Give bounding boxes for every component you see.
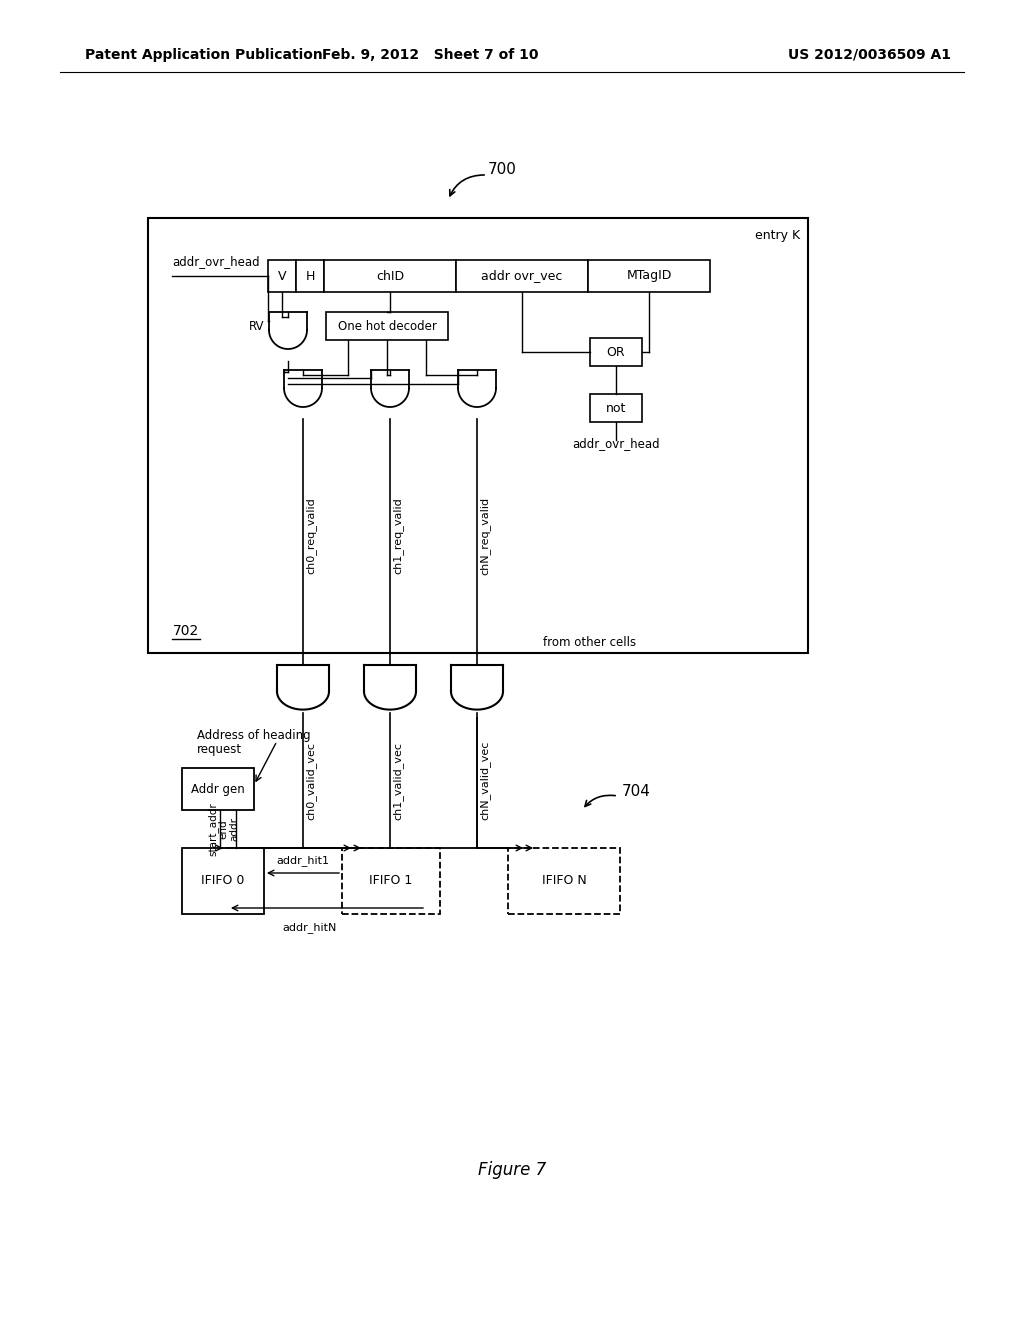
Bar	[456, 260, 588, 292]
Bar	[324, 260, 456, 292]
Text: ch0_req_valid: ch0_req_valid	[305, 498, 316, 574]
Text: start_addr: start_addr	[208, 803, 218, 855]
Bar	[588, 260, 710, 292]
Text: IFIFO 0: IFIFO 0	[202, 874, 245, 887]
Text: IFIFO 1: IFIFO 1	[370, 874, 413, 887]
Text: entry K: entry K	[755, 230, 800, 243]
Text: chID: chID	[376, 269, 404, 282]
Text: end
addr: end addr	[218, 817, 240, 841]
Text: MTagID: MTagID	[627, 269, 672, 282]
Text: addr_ovr_head: addr_ovr_head	[572, 437, 659, 450]
Polygon shape	[451, 665, 503, 710]
Text: Patent Application Publication: Patent Application Publication	[85, 48, 323, 62]
Text: addr_ovr_head: addr_ovr_head	[172, 256, 260, 268]
Text: 704: 704	[622, 784, 651, 800]
Bar	[342, 847, 440, 913]
Text: V: V	[278, 269, 287, 282]
Text: H: H	[305, 269, 314, 282]
Text: ch0_valid_vec: ch0_valid_vec	[305, 742, 316, 820]
Text: ch1_valid_vec: ch1_valid_vec	[392, 742, 403, 820]
Bar	[182, 768, 254, 810]
Text: Address of heading: Address of heading	[197, 729, 310, 742]
Text: Feb. 9, 2012   Sheet 7 of 10: Feb. 9, 2012 Sheet 7 of 10	[322, 48, 539, 62]
Text: addr ovr_vec: addr ovr_vec	[481, 269, 562, 282]
Bar	[326, 312, 449, 341]
Text: One hot decoder: One hot decoder	[338, 319, 436, 333]
Text: Addr gen: Addr gen	[191, 783, 245, 796]
Bar	[590, 338, 642, 366]
Text: 702: 702	[173, 624, 199, 638]
Polygon shape	[371, 370, 409, 407]
Text: IFIFO N: IFIFO N	[542, 874, 587, 887]
Bar	[508, 847, 620, 913]
Text: chN_req_valid: chN_req_valid	[479, 496, 490, 576]
Text: from other cells: from other cells	[544, 636, 637, 649]
Text: request: request	[197, 742, 242, 755]
Bar	[148, 218, 808, 653]
Text: 700: 700	[488, 162, 517, 177]
Text: RV: RV	[249, 321, 264, 334]
Text: chN_valid_vec: chN_valid_vec	[479, 741, 490, 820]
Polygon shape	[278, 665, 329, 710]
Text: addr_hit1: addr_hit1	[276, 855, 330, 866]
Text: ch1_req_valid: ch1_req_valid	[392, 498, 403, 574]
Text: not: not	[606, 401, 627, 414]
Bar	[296, 260, 324, 292]
Polygon shape	[458, 370, 496, 407]
Text: Figure 7: Figure 7	[478, 1162, 546, 1179]
Text: OR: OR	[606, 346, 626, 359]
Text: US 2012/0036509 A1: US 2012/0036509 A1	[788, 48, 951, 62]
Bar	[590, 393, 642, 422]
Text: addr_hitN: addr_hitN	[283, 923, 337, 933]
Bar	[182, 847, 264, 913]
Polygon shape	[364, 665, 416, 710]
Polygon shape	[284, 370, 322, 407]
Polygon shape	[269, 312, 307, 348]
Bar	[268, 260, 296, 292]
